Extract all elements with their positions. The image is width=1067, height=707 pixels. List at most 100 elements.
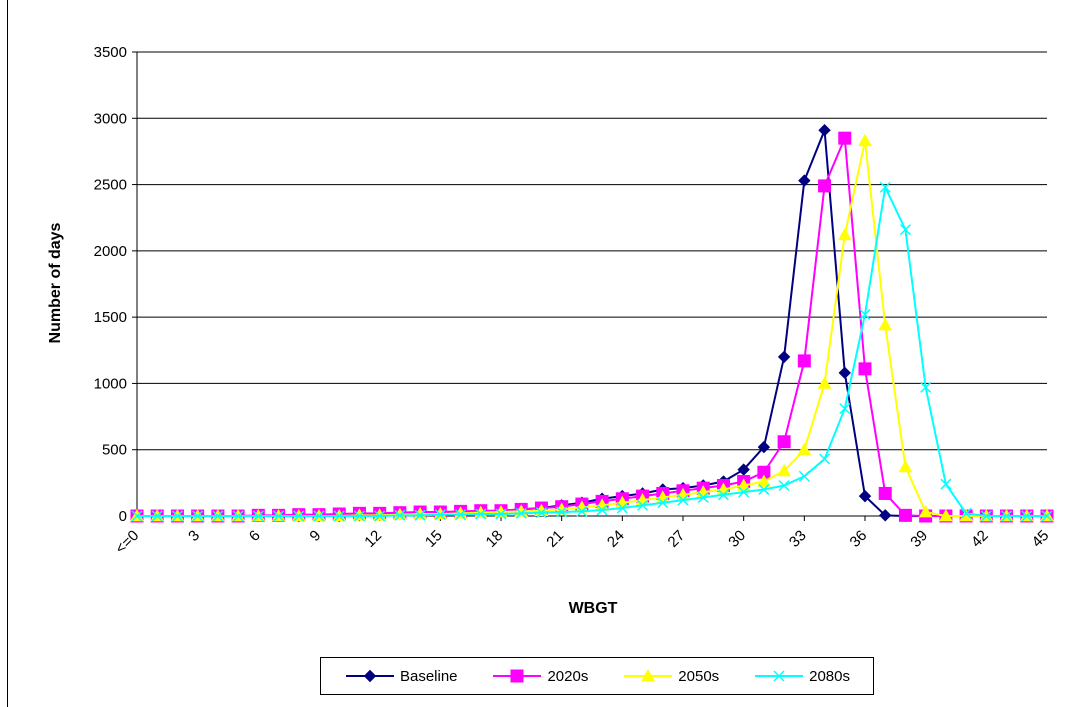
legend-swatch bbox=[345, 669, 394, 683]
data-point bbox=[757, 440, 771, 454]
data-point bbox=[980, 510, 992, 522]
data-point bbox=[192, 510, 204, 522]
data-point bbox=[212, 510, 224, 522]
data-point bbox=[393, 507, 407, 520]
y-axis-label: Number of days bbox=[47, 222, 64, 343]
y-tick-label: 0 bbox=[119, 508, 127, 525]
y-tick-label: 1000 bbox=[94, 375, 127, 392]
data-point bbox=[777, 350, 791, 364]
series-line bbox=[137, 129, 1047, 517]
data-point bbox=[818, 179, 832, 193]
data-point bbox=[858, 362, 872, 376]
data-point bbox=[475, 508, 487, 520]
series-2020s bbox=[130, 131, 1054, 523]
data-point bbox=[535, 507, 547, 519]
y-tick-label: 500 bbox=[102, 442, 127, 459]
data-point bbox=[777, 463, 791, 477]
data-point bbox=[515, 507, 527, 519]
data-point bbox=[878, 486, 892, 500]
data-point bbox=[637, 499, 649, 511]
series-2050s bbox=[130, 133, 1054, 522]
x-tick-label: 24 bbox=[604, 527, 628, 551]
x-tick-label: <=0 bbox=[112, 527, 142, 557]
data-point bbox=[252, 510, 264, 522]
legend-label: 2080s bbox=[809, 667, 850, 685]
legend-label: 2050s bbox=[678, 667, 720, 685]
x-tick-label: 36 bbox=[847, 527, 871, 551]
data-point bbox=[313, 510, 325, 522]
legend-swatch bbox=[624, 668, 673, 682]
y-tick-label: 1500 bbox=[94, 309, 127, 326]
data-point bbox=[920, 381, 932, 393]
data-point bbox=[879, 509, 892, 522]
x-tick-label: 30 bbox=[725, 527, 749, 551]
y-tick-label: 2000 bbox=[94, 243, 127, 260]
y-tick-label: 3500 bbox=[94, 44, 127, 61]
x-tick-label: 39 bbox=[907, 527, 931, 551]
x-tick-label: 6 bbox=[246, 527, 264, 545]
y-tick-label: 2500 bbox=[94, 177, 127, 194]
data-point bbox=[353, 510, 365, 522]
data-point bbox=[798, 174, 811, 187]
data-point bbox=[677, 494, 689, 506]
x-tick-label: 12 bbox=[361, 527, 385, 551]
data-point bbox=[657, 497, 669, 509]
data-point bbox=[797, 442, 812, 456]
x-tick-label: 9 bbox=[306, 527, 324, 545]
x-tick-label: 42 bbox=[968, 527, 992, 551]
x-axis-label: WBGT bbox=[569, 600, 618, 617]
x-tick-label: 33 bbox=[786, 527, 810, 551]
data-point bbox=[879, 181, 891, 193]
x-tick-label: 45 bbox=[1029, 527, 1053, 551]
data-point bbox=[918, 504, 933, 518]
data-point bbox=[738, 486, 750, 498]
legend-item: 2080s bbox=[753, 668, 850, 685]
data-point bbox=[838, 131, 852, 145]
data-point bbox=[817, 376, 832, 389]
data-point bbox=[839, 403, 851, 415]
data-point bbox=[837, 227, 852, 241]
data-point bbox=[372, 508, 387, 521]
data-point bbox=[273, 510, 285, 522]
data-point bbox=[434, 509, 446, 521]
x-tick-label: 3 bbox=[185, 527, 203, 545]
data-point bbox=[858, 133, 872, 147]
data-point bbox=[878, 318, 893, 331]
data-point bbox=[898, 459, 913, 473]
legend-swatch bbox=[493, 669, 542, 683]
data-point bbox=[596, 504, 608, 516]
x-tick-label: 27 bbox=[665, 527, 689, 551]
data-point bbox=[352, 508, 367, 521]
data-point bbox=[374, 510, 386, 522]
data-point bbox=[758, 483, 770, 496]
data-point bbox=[819, 453, 831, 465]
data-point bbox=[778, 479, 790, 492]
data-point bbox=[455, 509, 467, 521]
data-point bbox=[1041, 510, 1053, 522]
legend: Baseline 2020s 2050s 2080s bbox=[320, 657, 874, 695]
data-point bbox=[616, 502, 628, 514]
data-point bbox=[777, 435, 791, 449]
legend-label: Baseline bbox=[399, 667, 458, 685]
series-line bbox=[137, 183, 1047, 517]
data-point bbox=[898, 508, 912, 522]
data-point bbox=[131, 510, 143, 522]
legend-item: 2020s bbox=[491, 668, 588, 685]
legend-item: 2050s bbox=[622, 668, 719, 685]
series-line bbox=[137, 137, 1047, 517]
legend-label: 2020s bbox=[547, 667, 589, 685]
data-point bbox=[899, 224, 911, 236]
data-point bbox=[414, 509, 426, 521]
data-point bbox=[939, 508, 953, 522]
data-point bbox=[798, 470, 810, 482]
data-point bbox=[394, 509, 406, 521]
data-point bbox=[838, 366, 851, 380]
data-point bbox=[151, 510, 163, 522]
data-point bbox=[333, 510, 345, 522]
data-point bbox=[736, 478, 751, 491]
series-line bbox=[137, 140, 1047, 517]
legend-swatch bbox=[755, 670, 804, 682]
data-point bbox=[1021, 510, 1033, 522]
data-point bbox=[818, 124, 831, 137]
